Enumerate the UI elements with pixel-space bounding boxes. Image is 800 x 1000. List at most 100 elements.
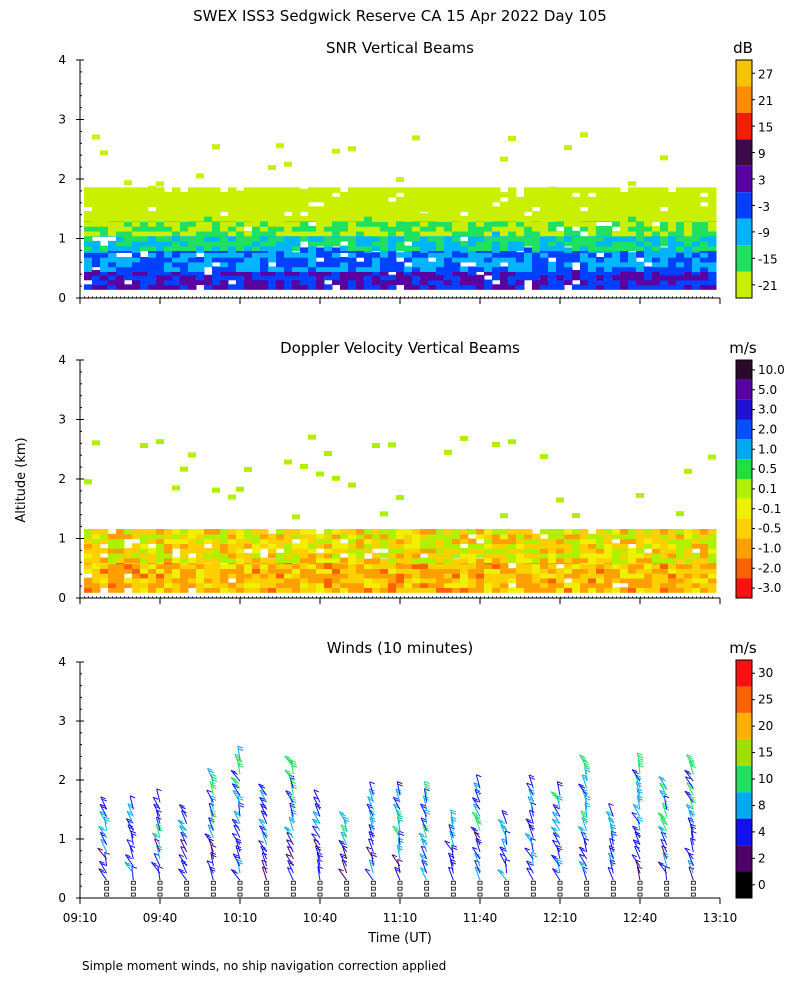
heatmap-cell (444, 284, 453, 290)
heatmap-cell (116, 236, 125, 242)
heatmap-cell (164, 528, 173, 535)
heatmap-cell (572, 252, 581, 258)
heatmap-cell (436, 573, 445, 579)
heatmap-cell (196, 279, 205, 286)
heatmap-cell (172, 568, 181, 574)
heatmap-cell (564, 533, 573, 540)
heatmap-cell (268, 245, 277, 252)
heatmap-cell (636, 577, 645, 584)
heatmap-cell (412, 552, 421, 559)
heatmap-cell (636, 528, 645, 535)
heatmap-cell (372, 226, 381, 232)
heatmap-cell (252, 192, 261, 198)
heatmap-cell (476, 211, 485, 217)
heatmap-cell (244, 557, 253, 564)
heatmap-cell (132, 252, 141, 258)
heatmap-cell (332, 266, 341, 272)
heatmap-cell (484, 563, 493, 569)
wind-barb (526, 867, 534, 881)
heatmap-cell (348, 261, 357, 268)
footnote: Simple moment winds, no ship navigation … (82, 959, 446, 973)
heatmap-cell (628, 206, 637, 212)
heatmap-cell (412, 543, 421, 549)
heatmap-cell (660, 215, 669, 222)
heatmap-cell (668, 538, 677, 544)
heatmap-cell (492, 187, 501, 193)
heatmap-cell (532, 548, 541, 554)
heatmap-cell (668, 206, 677, 212)
heatmap-cell (132, 187, 141, 193)
heatmap-cell (660, 155, 668, 161)
heatmap-cell (236, 196, 245, 203)
heatmap-cell (700, 236, 709, 242)
heatmap-cell (308, 266, 317, 272)
wind-barb (286, 839, 294, 853)
heatmap-cell (460, 201, 469, 208)
heatmap-cell (596, 538, 605, 544)
heatmap-cell (132, 573, 141, 579)
heatmap-cell (300, 247, 309, 253)
wind-barb (235, 838, 241, 853)
heatmap-cell (332, 240, 341, 247)
heatmap-cell (436, 187, 445, 193)
heatmap-cell (652, 563, 661, 569)
heatmap-cell (332, 270, 341, 276)
heatmap-cell (172, 577, 181, 584)
heatmap-cell (476, 215, 485, 222)
heatmap-cell (380, 221, 389, 227)
heatmap-cell (132, 240, 141, 247)
heatmap-cell (236, 206, 245, 212)
heatmap-cell (84, 479, 92, 485)
heatmap-cell (540, 206, 549, 212)
heatmap-cell (692, 221, 701, 227)
heatmap-cell (84, 230, 93, 237)
wind-barb (686, 782, 694, 796)
wind-barb (423, 781, 428, 796)
heatmap-cell (708, 201, 717, 208)
heatmap-cell (364, 196, 373, 203)
heatmap-cell (620, 226, 629, 232)
heatmap-cell (548, 548, 557, 554)
heatmap-cell (364, 563, 373, 569)
heatmap-cell (364, 245, 373, 252)
colorbar-swatch (736, 765, 752, 793)
heatmap-cell (292, 514, 300, 520)
heatmap-cell (708, 533, 717, 540)
heatmap-cell (92, 252, 101, 258)
heatmap-cell (292, 252, 301, 258)
heatmap-cell (508, 543, 517, 549)
heatmap-cell (588, 221, 597, 227)
colorbar-label: 9 (758, 147, 766, 161)
heatmap-cell (84, 226, 93, 232)
heatmap-cell (612, 211, 621, 217)
heatmap-cell (228, 206, 237, 212)
heatmap-cell (692, 230, 701, 237)
heatmap-cell (684, 256, 693, 263)
x-tick-label: 09:40 (143, 911, 178, 925)
heatmap-cell (428, 206, 437, 212)
heatmap-cell (700, 211, 709, 217)
heatmap-cell (492, 261, 501, 268)
heatmap-cell (84, 252, 93, 258)
heatmap-cell (188, 201, 197, 208)
heatmap-cell (108, 274, 117, 281)
wind-barb (447, 852, 454, 867)
heatmap-cell (596, 261, 605, 268)
heatmap-cell (260, 573, 269, 579)
heatmap-cell (212, 252, 221, 258)
heatmap-cell (188, 577, 197, 584)
heatmap-cell (268, 165, 276, 171)
heatmap-cell (628, 216, 637, 222)
heatmap-cell (244, 466, 252, 472)
heatmap-cell (460, 187, 469, 193)
heatmap-cell (180, 528, 189, 535)
wind-barb (634, 831, 641, 846)
heatmap-cell (212, 211, 221, 217)
heatmap-cell (188, 543, 197, 549)
wind-barb (259, 789, 268, 803)
wind-barb (581, 817, 588, 831)
heatmap-cell (460, 533, 469, 540)
heatmap-cell (108, 261, 117, 268)
heatmap-cell (180, 587, 189, 593)
wind-barb (368, 824, 374, 838)
